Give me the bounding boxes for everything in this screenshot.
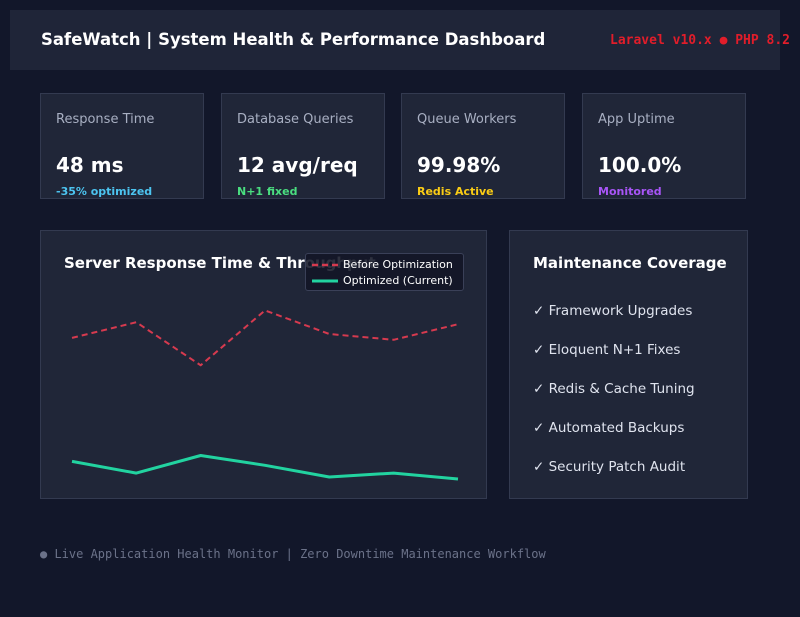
metric-label: Response Time xyxy=(56,112,155,127)
metric-value: 99.98% xyxy=(417,153,501,177)
coverage-list: ✓ Framework Upgrades ✓ Eloquent N+1 Fixe… xyxy=(533,303,695,498)
legend-swatch-solid-icon xyxy=(312,279,338,283)
coverage-item: ✓ Redis & Cache Tuning xyxy=(533,381,695,397)
metric-note: Redis Active xyxy=(417,185,494,198)
metric-label: Queue Workers xyxy=(417,112,517,127)
metric-label: App Uptime xyxy=(598,112,675,127)
framework-version-badge: Laravel v10.x ● PHP 8.2 xyxy=(610,33,791,48)
metric-card-response-time: Response Time 48 ms -35% optimized xyxy=(40,93,204,199)
coverage-item: ✓ Automated Backups xyxy=(533,420,685,436)
legend-label: Optimized (Current) xyxy=(343,274,453,287)
coverage-item: ✓ Security Patch Audit xyxy=(533,459,686,475)
series-line-optimized xyxy=(71,454,459,481)
status-footer: ● Live Application Health Monitor | Zero… xyxy=(40,547,546,561)
maintenance-coverage-panel: Maintenance Coverage ✓ Framework Upgrade… xyxy=(509,230,748,499)
response-time-chart xyxy=(71,309,459,481)
coverage-item: ✓ Framework Upgrades xyxy=(533,303,693,319)
metric-note: N+1 fixed xyxy=(237,185,298,198)
coverage-title: Maintenance Coverage xyxy=(533,254,727,272)
chart-legend: Before Optimization Optimized (Current) xyxy=(305,253,464,291)
metric-value: 100.0% xyxy=(598,153,682,177)
metric-label: Database Queries xyxy=(237,112,354,127)
series-line-before-optimization xyxy=(71,309,459,367)
metric-note: Monitored xyxy=(598,185,662,198)
metric-card-queue-workers: Queue Workers 99.98% Redis Active xyxy=(401,93,565,199)
metric-card-database-queries: Database Queries 12 avg/req N+1 fixed xyxy=(221,93,385,199)
metric-note: -35% optimized xyxy=(56,185,153,198)
response-time-chart-panel: Server Response Time & Throughput Before… xyxy=(40,230,487,499)
legend-label: Before Optimization xyxy=(343,258,453,271)
metric-value: 48 ms xyxy=(56,153,124,177)
dashboard-header: SafeWatch | System Health & Performance … xyxy=(10,10,790,70)
coverage-item: ✓ Eloquent N+1 Fixes xyxy=(533,342,681,358)
legend-swatch-dashed-icon xyxy=(312,263,338,267)
metric-value: 12 avg/req xyxy=(237,153,358,177)
chart-title: Server Response Time & Throughput xyxy=(64,254,376,272)
page-title: SafeWatch | System Health & Performance … xyxy=(41,30,546,49)
metric-card-app-uptime: App Uptime 100.0% Monitored xyxy=(582,93,746,199)
